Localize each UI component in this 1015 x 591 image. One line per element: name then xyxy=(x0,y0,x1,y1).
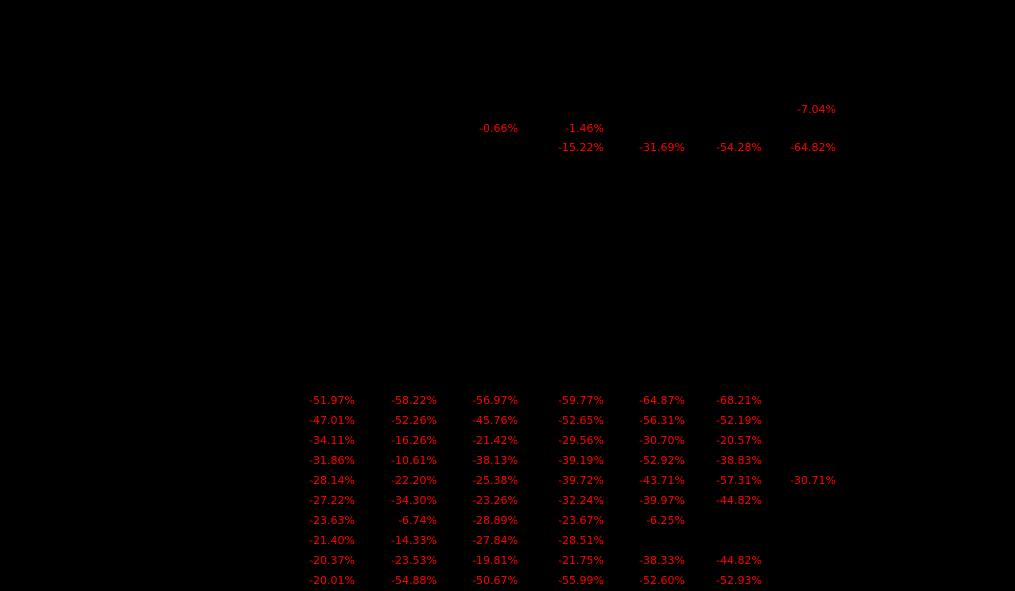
value-cell: -39.97% xyxy=(639,494,685,507)
value-cell: -32.24% xyxy=(558,494,604,507)
value-cell: -0.66% xyxy=(479,122,518,135)
value-cell: -20.57% xyxy=(716,434,762,447)
value-cell: -31.69% xyxy=(639,141,685,154)
value-cell: -34.30% xyxy=(391,494,437,507)
value-cell: -14.33% xyxy=(391,534,437,547)
value-cell: -39.19% xyxy=(558,454,604,467)
value-cell: -64.87% xyxy=(639,394,685,407)
value-cell: -15.22% xyxy=(558,141,604,154)
value-cell: -28.89% xyxy=(472,514,518,527)
value-cell: -51.97% xyxy=(309,394,355,407)
value-cell: -50.67% xyxy=(472,574,518,587)
value-cell: -56.97% xyxy=(472,394,518,407)
value-cell: -21.40% xyxy=(309,534,355,547)
value-cell: -20.01% xyxy=(309,574,355,587)
value-cell: -47.01% xyxy=(309,414,355,427)
value-cell: -58.22% xyxy=(391,394,437,407)
value-cell: -44.82% xyxy=(716,554,762,567)
value-cell: -23.67% xyxy=(558,514,604,527)
value-cell: -19.81% xyxy=(472,554,518,567)
value-cell: -52.60% xyxy=(639,574,685,587)
value-cell: -52.65% xyxy=(558,414,604,427)
value-cell: -23.63% xyxy=(309,514,355,527)
value-cell: -27.84% xyxy=(472,534,518,547)
value-cell: -59.77% xyxy=(558,394,604,407)
value-cell: -54.88% xyxy=(391,574,437,587)
value-cell: -43.71% xyxy=(639,474,685,487)
value-cell: -64.82% xyxy=(790,141,836,154)
value-cell: -68.21% xyxy=(716,394,762,407)
value-cell: -44.82% xyxy=(716,494,762,507)
value-cell: -52.93% xyxy=(716,574,762,587)
value-cell: -6.74% xyxy=(398,514,437,527)
value-cell: -38.13% xyxy=(472,454,518,467)
value-cell: -34.11% xyxy=(309,434,355,447)
value-cell: -21.75% xyxy=(558,554,604,567)
value-cell: -54.28% xyxy=(716,141,762,154)
value-cell: -28.51% xyxy=(558,534,604,547)
value-cell: -29.56% xyxy=(558,434,604,447)
value-cell: -16.26% xyxy=(391,434,437,447)
value-cell: -28.14% xyxy=(309,474,355,487)
value-cell: -57.31% xyxy=(716,474,762,487)
value-cell: -39.72% xyxy=(558,474,604,487)
value-cell: -30.70% xyxy=(639,434,685,447)
value-cell: -31.86% xyxy=(309,454,355,467)
value-cell: -7.04% xyxy=(797,103,836,116)
value-cell: -52.92% xyxy=(639,454,685,467)
value-cell: -55.99% xyxy=(558,574,604,587)
value-cell: -25.38% xyxy=(472,474,518,487)
value-cell: -52.19% xyxy=(716,414,762,427)
value-cell: -10.61% xyxy=(391,454,437,467)
value-cell: -27.22% xyxy=(309,494,355,507)
value-cell: -22.20% xyxy=(391,474,437,487)
value-cell: -21.42% xyxy=(472,434,518,447)
value-cell: -20.37% xyxy=(309,554,355,567)
value-cell: -56.31% xyxy=(639,414,685,427)
value-cell: -6.25% xyxy=(646,514,685,527)
value-cell: -38.33% xyxy=(639,554,685,567)
value-cell: -52.26% xyxy=(391,414,437,427)
value-cell: -23.53% xyxy=(391,554,437,567)
value-cell: -30.71% xyxy=(790,474,836,487)
value-cell: -1.46% xyxy=(565,122,604,135)
value-cell: -45.76% xyxy=(472,414,518,427)
value-cell: -38.83% xyxy=(716,454,762,467)
value-cell: -23.26% xyxy=(472,494,518,507)
